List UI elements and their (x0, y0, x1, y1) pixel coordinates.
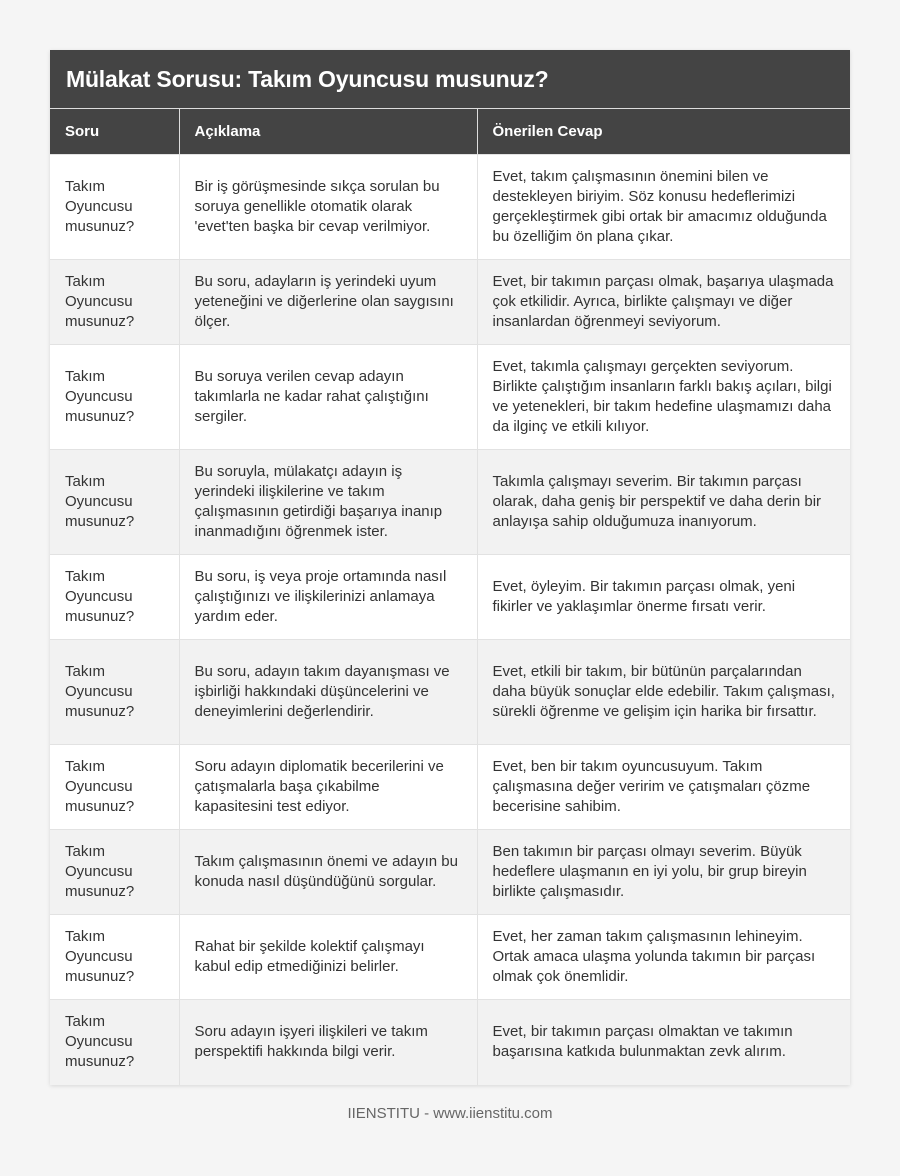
description-cell: Bir iş görüşmesinde sıkça sorulan bu sor… (178, 154, 477, 260)
answer-cell: Takımla çalışmayı severim. Bir takımın p… (476, 449, 850, 555)
table-row: Takım Oyuncusu musunuz? Soru adayın işyer… (50, 999, 850, 1085)
question-cell: Takım Oyuncusu musunuz? (50, 829, 179, 915)
description-cell: Bu soru, adayın takım dayanışması ve işb… (178, 639, 477, 745)
description-cell: Bu soruya verilen cevap adayın takımlarl… (178, 344, 477, 450)
answer-cell: Evet, ben bir takım oyuncusuyum. Takım ç… (476, 744, 850, 830)
question-cell: Takım Oyuncusu musunuz? (50, 259, 179, 345)
footer-credit: IIENSTITU - www.iienstitu.com (347, 1105, 553, 1122)
table-row: Takım Oyuncusu musunuz? Bu soru, adayın t… (50, 639, 850, 745)
answer-cell: Evet, etkili bir takım, bir bütünün parç… (476, 639, 850, 745)
question-cell: Takım Oyuncusu musunuz? (50, 914, 179, 1000)
table-row: Takım Oyuncusu musunuz? Bu soruya verilen… (50, 344, 850, 450)
description-cell: Bu soru, adayların iş yerindeki uyum yet… (178, 259, 477, 345)
column-header-description: Açıklama (178, 108, 477, 155)
answer-cell: Evet, takımla çalışmayı gerçekten seviyo… (476, 344, 850, 450)
description-cell: Rahat bir şekilde kolektif çalışmayı kab… (178, 914, 477, 1000)
table-row: Takım Oyuncusu musunuz? Bu soru, adayları… (50, 259, 850, 345)
table-row: Takım Oyuncusu musunuz? Bir iş görüşmesin… (50, 154, 850, 260)
table-row: Takım Oyuncusu musunuz? Bu soru, iş veya … (50, 554, 850, 640)
header-row: Soru Açıklama Önerilen Cevap (50, 108, 850, 155)
answer-cell: Ben takımın bir parçası olmayı severim. … (476, 829, 850, 915)
table-row: Takım Oyuncusu musunuz? Bu soruyla, mülak… (50, 449, 850, 555)
column-header-question: Soru (50, 108, 179, 155)
question-cell: Takım Oyuncusu musunuz? (50, 154, 179, 260)
answer-cell: Evet, her zaman takım çalışmasının lehin… (476, 914, 850, 1000)
question-cell: Takım Oyuncusu musunuz? (50, 344, 179, 450)
question-cell: Takım Oyuncusu musunuz? (50, 449, 179, 555)
description-cell: Bu soruyla, mülakatçı adayın iş yerindek… (178, 449, 477, 555)
description-cell: Soru adayın diplomatik becerilerini ve ç… (178, 744, 477, 830)
qa-table: Soru Açıklama Önerilen Cevap Takım Oyunc… (50, 108, 850, 1085)
description-cell: Bu soru, iş veya proje ortamında nasıl ç… (178, 554, 477, 640)
description-cell: Takım çalışmasının önemi ve adayın bu ko… (178, 829, 477, 915)
description-cell: Soru adayın işyeri ilişkileri ve takım p… (178, 999, 477, 1085)
column-header-answer: Önerilen Cevap (476, 108, 850, 155)
answer-cell: Evet, öyleyim. Bir takımın parçası olmak… (476, 554, 850, 640)
question-cell: Takım Oyuncusu musunuz? (50, 554, 179, 640)
question-cell: Takım Oyuncusu musunuz? (50, 639, 179, 745)
answer-cell: Evet, bir takımın parçası olmak, başarıy… (476, 259, 850, 345)
answer-cell: Evet, takım çalışmasının önemini bilen v… (476, 154, 850, 260)
question-cell: Takım Oyuncusu musunuz? (50, 744, 179, 830)
table-row: Takım Oyuncusu musunuz? Takım çalışmasını… (50, 829, 850, 915)
table-row: Takım Oyuncusu musunuz? Soru adayın diplo… (50, 744, 850, 830)
question-cell: Takım Oyuncusu musunuz? (50, 999, 179, 1085)
answer-cell: Evet, bir takımın parçası olmaktan ve ta… (476, 999, 850, 1085)
table-row: Takım Oyuncusu musunuz? Rahat bir şekilde… (50, 914, 850, 1000)
table-title: Mülakat Sorusu: Takım Oyuncusu musunuz? (50, 50, 850, 108)
interview-table-card: Mülakat Sorusu: Takım Oyuncusu musunuz? … (50, 50, 850, 1085)
